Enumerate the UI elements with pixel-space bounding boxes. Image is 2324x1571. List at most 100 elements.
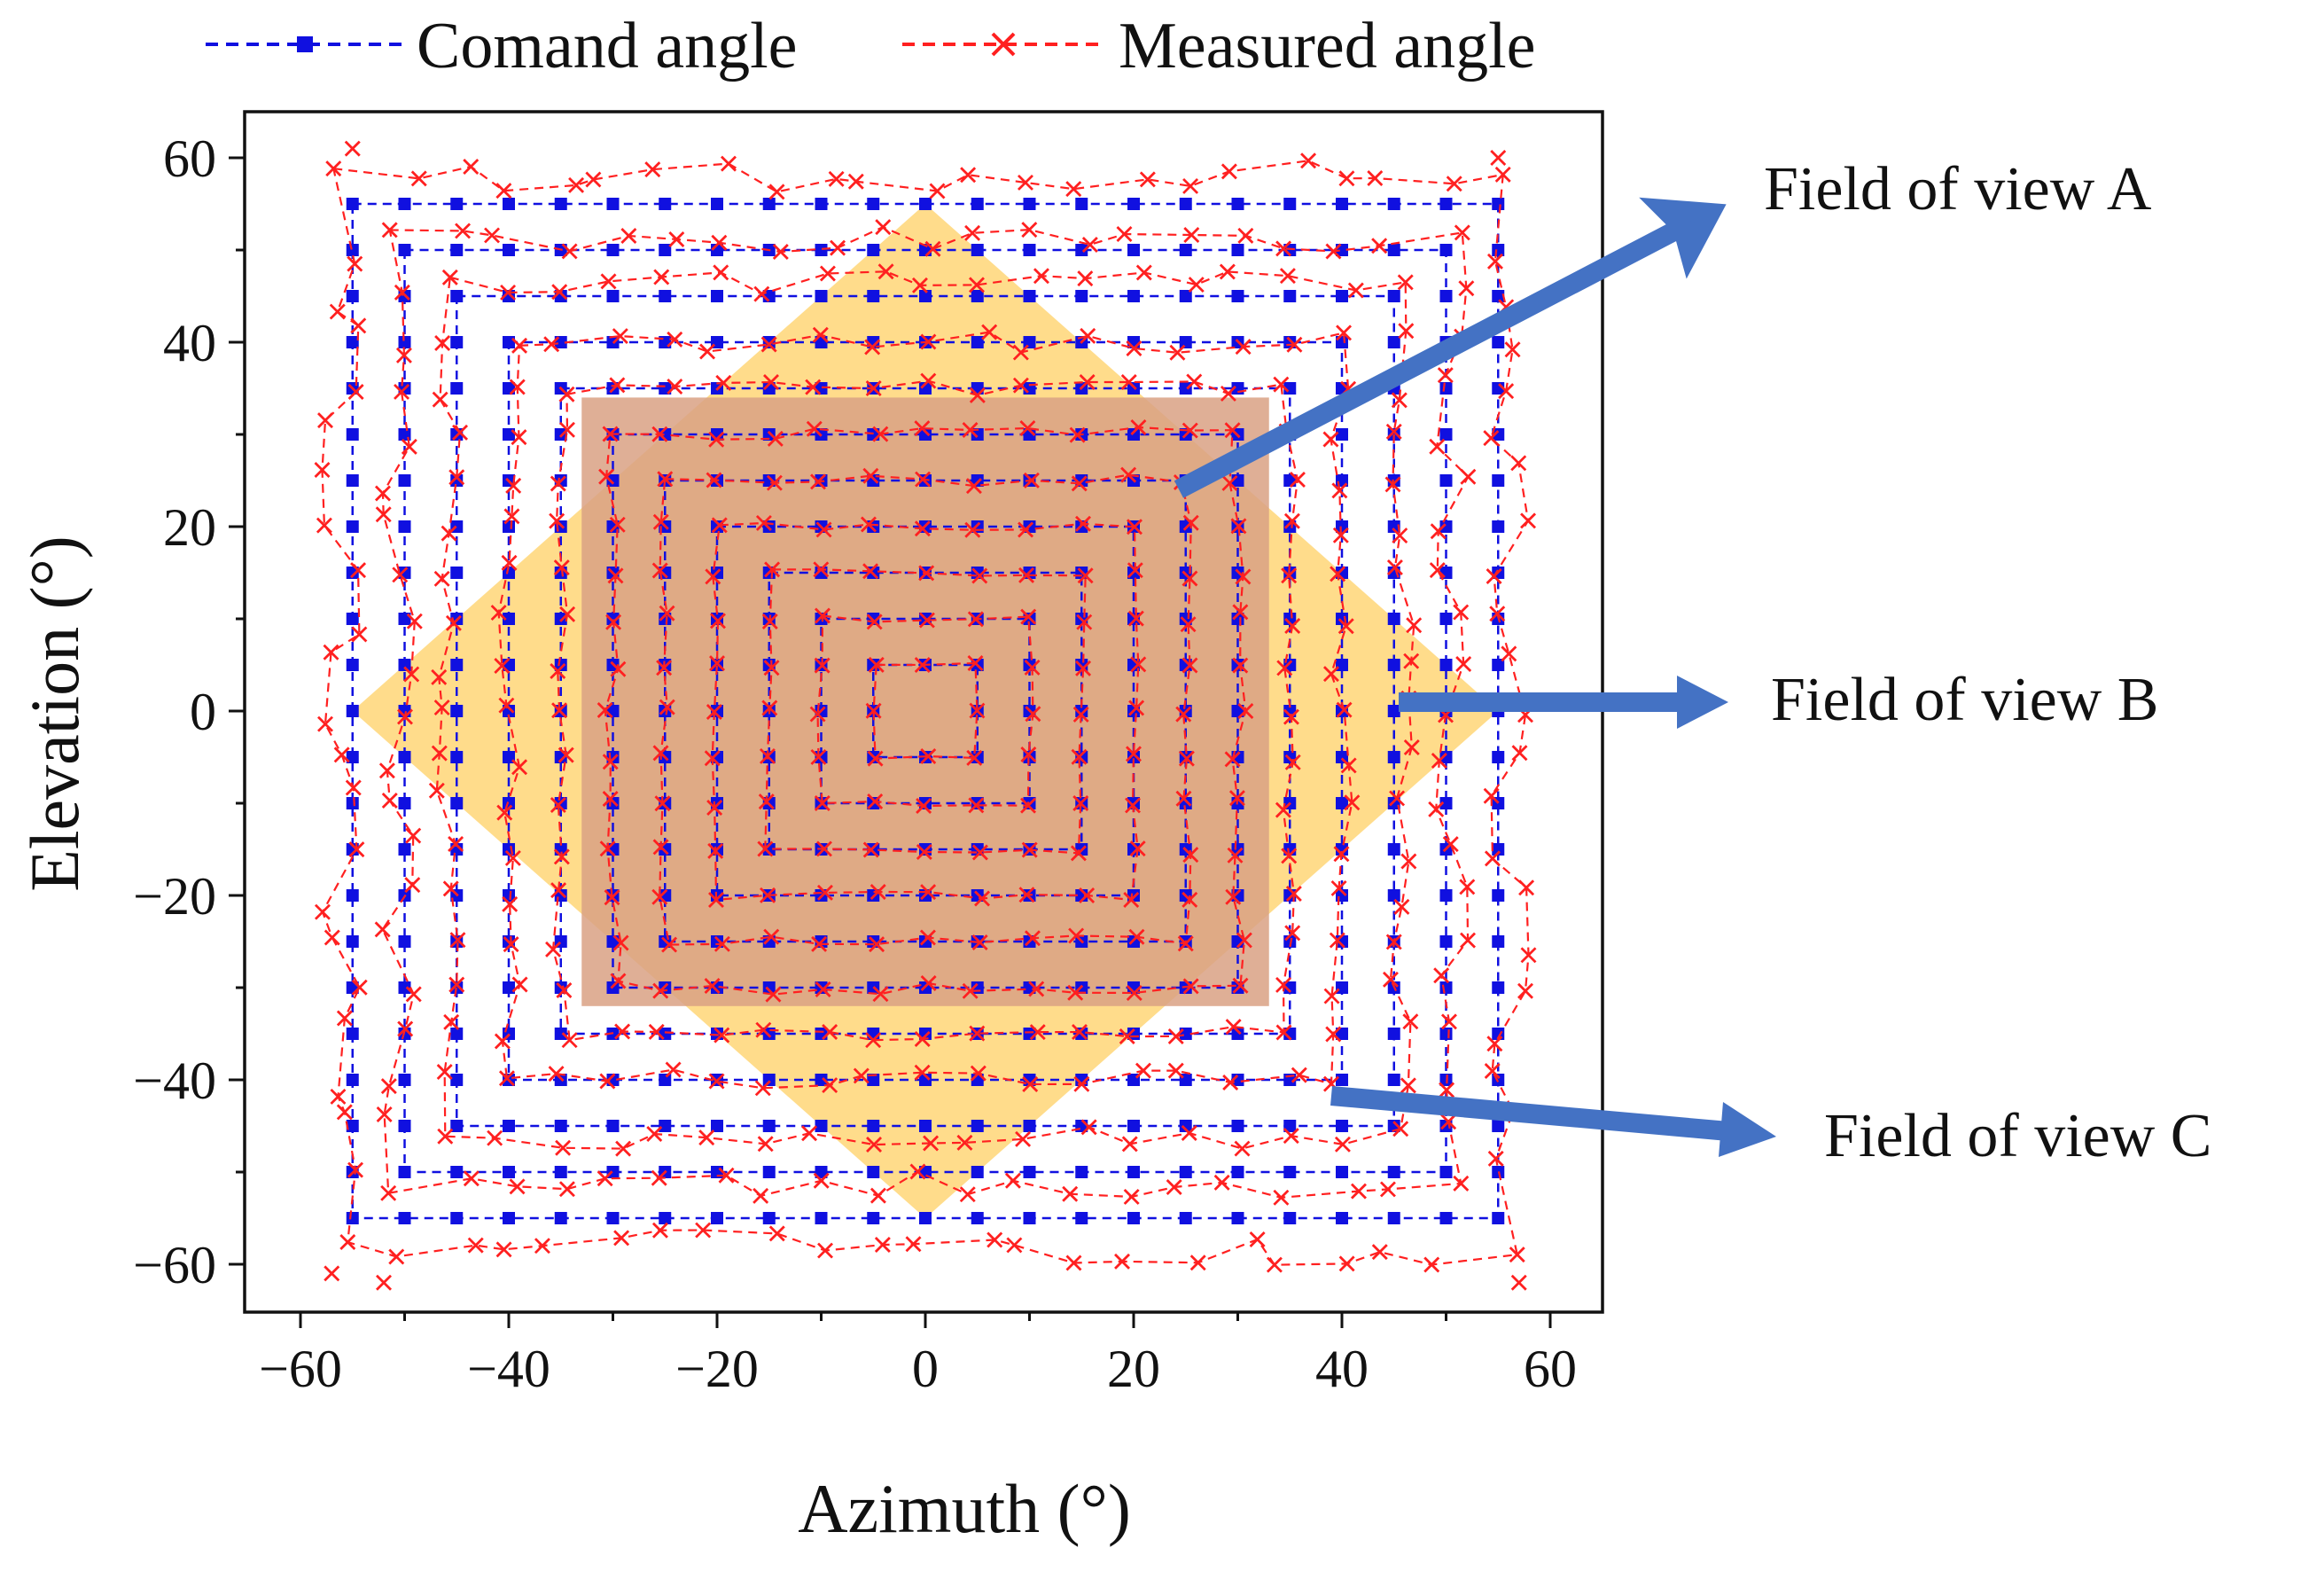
comand-point bbox=[762, 428, 776, 441]
measured-point bbox=[1406, 617, 1423, 634]
measured-point bbox=[441, 269, 458, 285]
measured-point bbox=[1322, 431, 1339, 448]
measured-point bbox=[704, 750, 721, 767]
measured-point bbox=[1225, 888, 1242, 905]
measured-point bbox=[394, 284, 410, 301]
comand-point bbox=[711, 1212, 723, 1224]
comand-point bbox=[1387, 1166, 1400, 1178]
measured-point bbox=[816, 884, 833, 901]
y-tick-label: 20 bbox=[163, 498, 216, 557]
measured-point bbox=[1024, 930, 1041, 947]
measured-point bbox=[767, 430, 784, 447]
measured-point bbox=[905, 1236, 922, 1253]
comand-point bbox=[1075, 1212, 1088, 1224]
measured-point bbox=[558, 1181, 575, 1198]
measured-point bbox=[1072, 706, 1089, 723]
measured-point bbox=[433, 700, 450, 716]
comand-point bbox=[346, 659, 359, 671]
measured-point bbox=[1285, 886, 1302, 903]
comand-point bbox=[659, 382, 672, 395]
measured-point bbox=[1081, 236, 1098, 253]
comand-point bbox=[971, 474, 984, 487]
comand-point bbox=[1179, 336, 1192, 348]
measured-point bbox=[1071, 748, 1088, 765]
measured-point bbox=[1123, 891, 1140, 908]
measured-point bbox=[654, 795, 671, 812]
comand-point bbox=[1231, 244, 1244, 256]
measured-point bbox=[410, 170, 427, 187]
x-tick-label: −40 bbox=[467, 1340, 550, 1398]
comand-point bbox=[1439, 382, 1453, 395]
x-tick-label: −20 bbox=[675, 1340, 759, 1398]
measured-point bbox=[872, 986, 889, 1003]
comand-point bbox=[1492, 843, 1505, 856]
comand-point bbox=[659, 1212, 672, 1224]
measured-point bbox=[558, 421, 575, 438]
measured-point bbox=[1076, 614, 1093, 630]
measured-point bbox=[646, 1126, 663, 1142]
measured-point bbox=[445, 614, 462, 631]
measured-point bbox=[1453, 1175, 1470, 1192]
measured-point bbox=[392, 567, 409, 583]
measured-point bbox=[1486, 253, 1503, 270]
measured-point bbox=[351, 626, 368, 643]
measured-point bbox=[345, 779, 362, 796]
measured-point bbox=[1442, 836, 1459, 853]
measured-point bbox=[1385, 423, 1402, 440]
comand-point bbox=[1283, 290, 1297, 302]
measured-point bbox=[868, 656, 885, 673]
comand-point bbox=[1492, 244, 1505, 256]
comand-point bbox=[450, 244, 464, 256]
measured-point bbox=[1439, 1082, 1455, 1098]
comand-point bbox=[346, 428, 359, 441]
comand-point bbox=[659, 290, 672, 302]
measured-point bbox=[1128, 700, 1145, 716]
measured-point bbox=[609, 516, 626, 533]
measured-point bbox=[971, 934, 988, 950]
measured-point bbox=[760, 336, 777, 353]
measured-point bbox=[1181, 891, 1198, 908]
comand-point bbox=[1439, 1028, 1453, 1040]
measured-point bbox=[1453, 604, 1470, 621]
comand-point bbox=[450, 336, 464, 348]
measured-point bbox=[1065, 181, 1082, 198]
measured-point bbox=[1520, 512, 1537, 529]
comand-point bbox=[659, 1120, 672, 1132]
comand-point bbox=[711, 797, 723, 809]
measured-point bbox=[602, 790, 619, 807]
measured-point bbox=[374, 485, 391, 502]
comand-point bbox=[1439, 198, 1453, 210]
measured-point bbox=[981, 324, 998, 340]
measured-point bbox=[1291, 1067, 1307, 1083]
measured-point bbox=[970, 1065, 987, 1082]
measured-point bbox=[708, 892, 724, 909]
measured-point bbox=[316, 517, 332, 534]
comand-point bbox=[659, 1074, 672, 1086]
comand-point bbox=[1387, 1028, 1400, 1040]
measured-point bbox=[920, 884, 937, 901]
measured-point bbox=[610, 973, 627, 989]
measured-point bbox=[920, 748, 937, 765]
measured-point bbox=[1336, 701, 1353, 718]
x-tick-label: 0 bbox=[912, 1340, 939, 1398]
measured-point bbox=[1021, 841, 1038, 858]
measured-point bbox=[1167, 1028, 1184, 1044]
comand-point bbox=[450, 382, 464, 395]
annotation-label-b: Field of view B bbox=[1771, 666, 2158, 734]
measured-point bbox=[1025, 706, 1041, 723]
comand-point bbox=[919, 290, 932, 302]
measured-point bbox=[317, 715, 333, 732]
measured-point bbox=[1279, 268, 1296, 285]
measured-point bbox=[1079, 887, 1096, 903]
comand-point bbox=[1492, 290, 1505, 302]
measured-point bbox=[651, 562, 668, 579]
measured-point bbox=[324, 929, 340, 946]
measured-point bbox=[1431, 752, 1447, 769]
measured-point bbox=[651, 888, 668, 905]
comand-point bbox=[1387, 336, 1400, 348]
measured-point bbox=[764, 561, 781, 578]
measured-point bbox=[919, 929, 936, 946]
measured-point bbox=[1068, 927, 1085, 944]
measured-point bbox=[814, 657, 831, 674]
comand-point bbox=[919, 428, 932, 441]
